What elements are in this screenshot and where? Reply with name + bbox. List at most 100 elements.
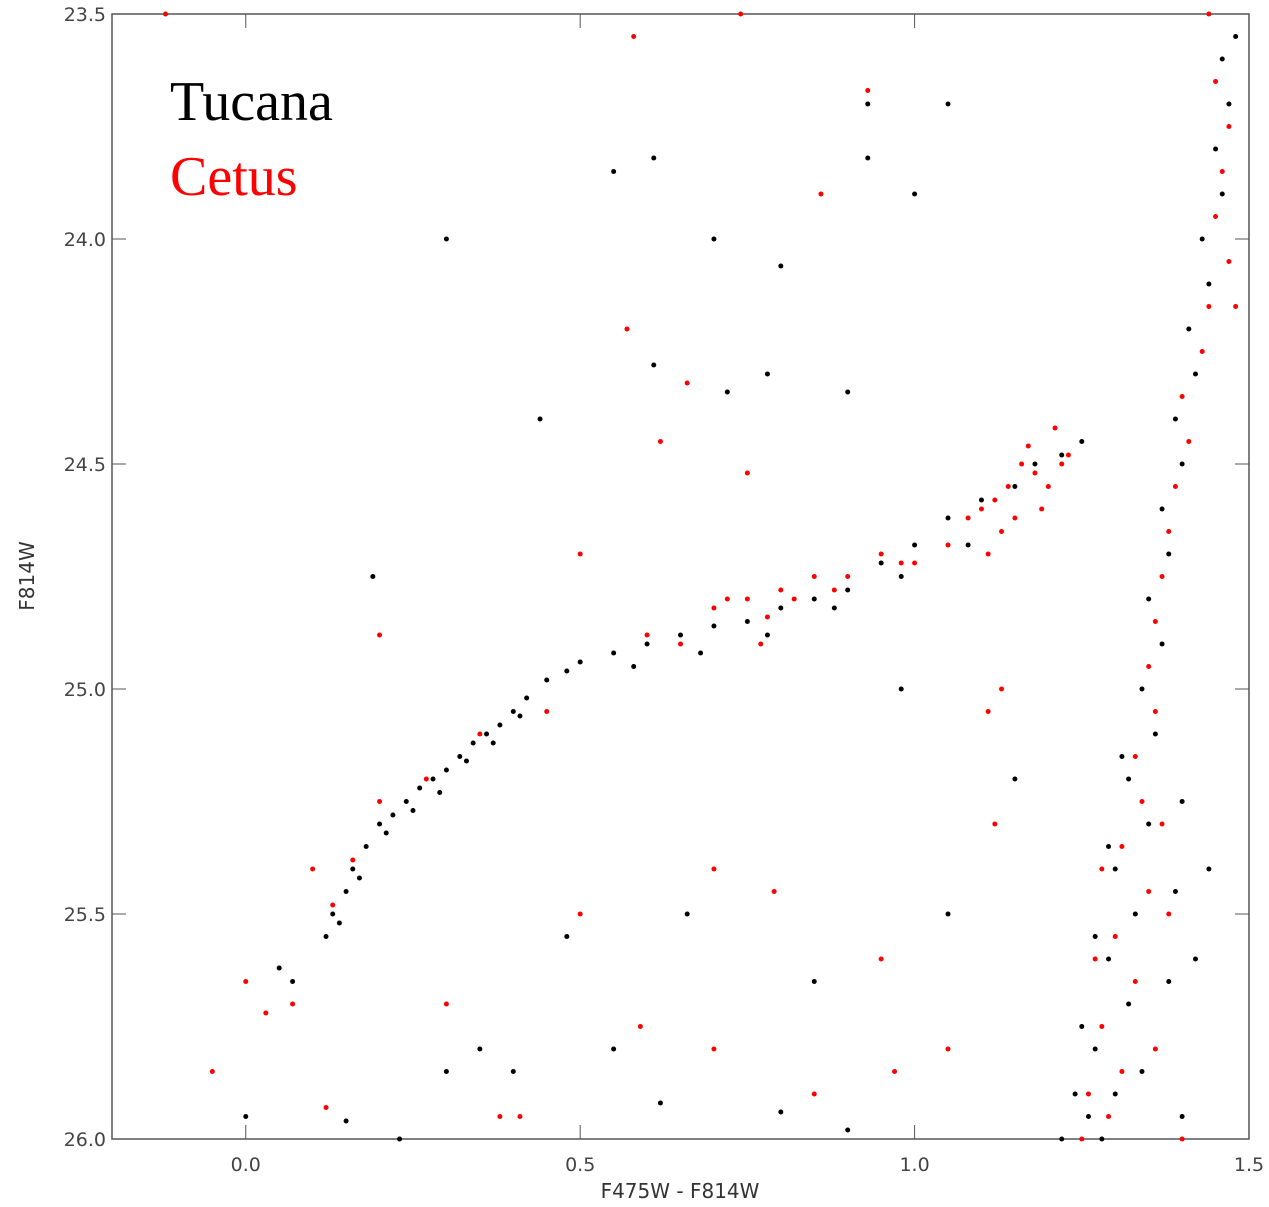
- data-point: [644, 632, 650, 638]
- data-point: [443, 1001, 449, 1007]
- data-point: [310, 866, 316, 872]
- data-point: [1213, 79, 1219, 84]
- data-point: [978, 506, 984, 512]
- data-point: [945, 101, 951, 107]
- y-tick-label: 23.5: [64, 4, 106, 26]
- data-point: [1039, 506, 1045, 512]
- data-point: [1179, 799, 1185, 804]
- data-point: [1152, 1046, 1158, 1052]
- data-point: [1166, 911, 1172, 917]
- data-point: [263, 1010, 269, 1016]
- data-point: [1179, 394, 1185, 399]
- data-point: [1052, 425, 1058, 431]
- data-point: [1206, 866, 1212, 872]
- data-point: [397, 1136, 403, 1142]
- data-point: [898, 686, 904, 692]
- x-tick-label: 0.5: [565, 1154, 595, 1176]
- data-point: [1226, 101, 1232, 107]
- data-point: [611, 650, 617, 656]
- data-point: [678, 632, 683, 638]
- data-point: [417, 785, 423, 791]
- data-point: [443, 236, 449, 242]
- data-point: [1012, 776, 1018, 782]
- data-point: [711, 623, 717, 629]
- data-point: [631, 664, 637, 669]
- data-point: [1139, 799, 1145, 804]
- x-tick-label: 0.0: [231, 1154, 261, 1176]
- data-point: [1025, 443, 1031, 449]
- data-point: [1092, 1046, 1098, 1052]
- data-point: [831, 605, 837, 611]
- data-point: [898, 560, 904, 566]
- data-point: [484, 731, 490, 737]
- data-point: [698, 650, 704, 656]
- data-point: [945, 911, 951, 917]
- data-point: [811, 1091, 817, 1097]
- data-point: [290, 1001, 296, 1007]
- data-point: [356, 875, 362, 881]
- data-point: [209, 1069, 215, 1074]
- data-point: [1092, 934, 1098, 939]
- data-point: [1159, 506, 1165, 512]
- data-point: [1159, 821, 1165, 827]
- data-point: [1032, 470, 1038, 476]
- data-point: [377, 821, 383, 827]
- data-point: [1146, 664, 1152, 669]
- data-point: [978, 497, 984, 503]
- data-point: [1012, 484, 1018, 489]
- data-point: [637, 1024, 643, 1029]
- data-point: [577, 911, 583, 917]
- data-point: [1146, 821, 1152, 827]
- data-point: [764, 632, 770, 638]
- data-point: [912, 191, 918, 197]
- data-point: [1152, 619, 1158, 624]
- data-point: [764, 371, 770, 377]
- x-tick-label: 1.0: [899, 1154, 929, 1176]
- data-point: [537, 416, 543, 422]
- data-point: [1166, 979, 1172, 984]
- data-point: [878, 560, 884, 566]
- data-point: [711, 605, 717, 611]
- data-point: [1186, 439, 1192, 444]
- data-point: [778, 605, 784, 611]
- data-point: [631, 34, 637, 39]
- data-point: [1045, 484, 1051, 489]
- data-point: [410, 808, 416, 813]
- data-point: [1206, 281, 1212, 287]
- data-point: [1106, 1114, 1112, 1119]
- data-point: [330, 911, 336, 917]
- data-point: [323, 1105, 329, 1110]
- data-point: [985, 551, 991, 557]
- data-point: [1159, 574, 1165, 579]
- data-point: [1012, 515, 1018, 521]
- data-point: [1119, 844, 1125, 849]
- data-point: [898, 574, 904, 579]
- data-point: [771, 889, 777, 894]
- data-point: [1106, 956, 1112, 962]
- data-point: [477, 1046, 483, 1052]
- data-point: [985, 709, 991, 714]
- y-tick-label: 25.0: [64, 679, 106, 701]
- data-point: [965, 515, 971, 521]
- data-point: [778, 1109, 784, 1115]
- data-point: [1213, 214, 1219, 219]
- data-point: [1079, 1136, 1085, 1142]
- data-point: [377, 632, 383, 638]
- data-point: [1079, 1024, 1085, 1029]
- data-point: [343, 889, 349, 894]
- data-point: [1059, 461, 1065, 467]
- data-point: [390, 812, 396, 818]
- data-point: [443, 1069, 449, 1074]
- data-point: [711, 236, 717, 242]
- data-point: [1213, 146, 1219, 152]
- data-point: [878, 956, 884, 962]
- data-point: [651, 362, 657, 368]
- data-point: [845, 1127, 851, 1133]
- data-point: [1112, 934, 1118, 939]
- data-point: [1233, 304, 1239, 309]
- data-point: [343, 1118, 349, 1124]
- data-point: [457, 754, 463, 759]
- data-point: [1032, 461, 1038, 467]
